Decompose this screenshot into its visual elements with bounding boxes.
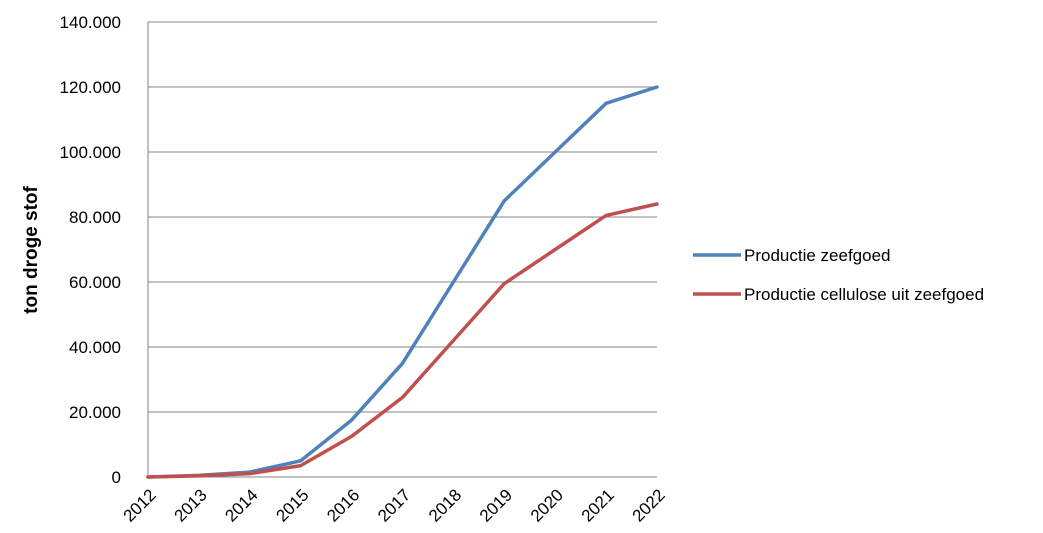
x-tick-label: 2017: [374, 485, 414, 525]
legend: Productie zeefgoed Productie cellulose ui…: [693, 246, 984, 304]
x-axis-tick-labels: 2012 2013 2014 2015 2016 2017 2018 2019 2020 2021…: [120, 485, 669, 525]
y-tick-label: 20.000: [69, 403, 121, 422]
x-tick-label: 2014: [221, 485, 261, 525]
x-tick-label: 2012: [120, 485, 160, 525]
x-tick-label: 2013: [171, 485, 211, 525]
y-tick-label: 80.000: [69, 208, 121, 227]
series-line-2: [146, 202, 659, 479]
y-tick-label: 100.000: [60, 143, 121, 162]
x-tick-label: 2016: [323, 485, 363, 525]
x-tick-label: 2015: [272, 485, 312, 525]
legend-label-1: Productie zeefgoed: [744, 246, 891, 265]
y-tick-label: 120.000: [60, 78, 121, 97]
y-tick-label: 140.000: [60, 13, 121, 32]
y-tick-label: 60.000: [69, 273, 121, 292]
y-axis-title: ton droge stof: [21, 185, 42, 313]
x-tick-label: 2021: [578, 485, 618, 525]
legend-label-2: Productie cellulose uit zeefgoed: [744, 285, 984, 304]
y-tick-label: 0: [112, 468, 121, 487]
series-lines: [146, 85, 659, 479]
x-tick-label: 2022: [629, 485, 669, 525]
gridlines: [147, 21, 657, 478]
x-tick-label: 2018: [425, 485, 465, 525]
x-tick-label: 2019: [476, 485, 516, 525]
y-axis-tick-labels: 0 20.000 40.000 60.000 80.000 100.000 120.000 1…: [60, 13, 121, 487]
y-tick-label: 40.000: [69, 338, 121, 357]
x-tick-label: 2020: [527, 485, 567, 525]
